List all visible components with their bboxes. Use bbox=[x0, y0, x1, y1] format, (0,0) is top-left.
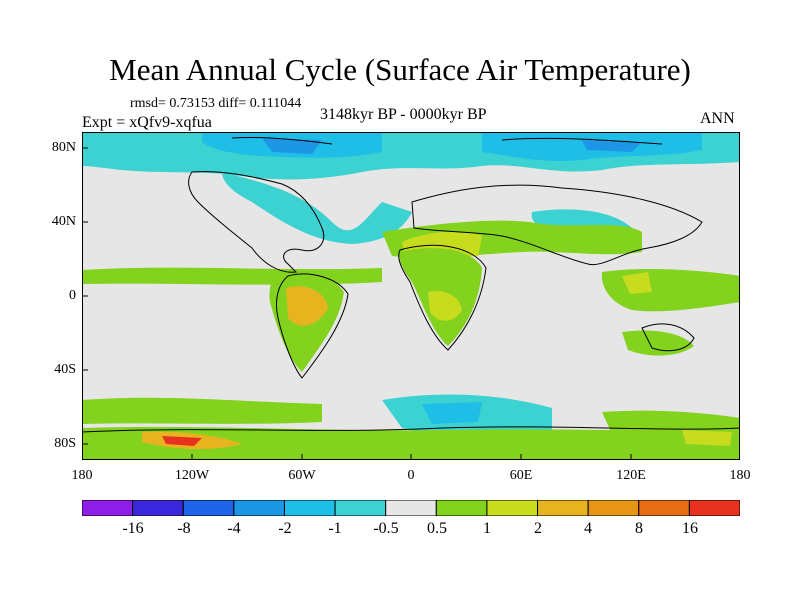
lon-label: 60W bbox=[288, 468, 316, 483]
colorbar-label: -16 bbox=[122, 520, 144, 537]
colorbar-swatch bbox=[638, 500, 690, 516]
colorbar-swatch bbox=[486, 500, 539, 516]
colorbar-swatch bbox=[233, 500, 285, 516]
colorbar-label: -2 bbox=[278, 520, 292, 537]
colorbar-label: -4 bbox=[227, 520, 241, 537]
lat-label: 0 bbox=[69, 288, 76, 303]
colorbar-label: 8 bbox=[635, 520, 643, 537]
season-text: ANN bbox=[700, 110, 735, 127]
colorbar-swatch bbox=[587, 500, 640, 516]
colorbar-swatch bbox=[82, 500, 134, 516]
colorbar bbox=[82, 500, 740, 516]
lon-label: 0 bbox=[407, 468, 415, 483]
lat-label: 40N bbox=[51, 214, 76, 229]
stats-text: rmsd= 0.73153 diff= 0.111044 bbox=[130, 96, 302, 111]
colorbar-label: 16 bbox=[682, 520, 698, 537]
lat-label: 40S bbox=[54, 362, 76, 377]
colorbar-swatch bbox=[435, 500, 488, 516]
lon-label: 180 bbox=[71, 468, 93, 483]
colorbar-label: 1 bbox=[483, 520, 491, 537]
coastlines bbox=[82, 136, 740, 433]
colorbar-label: 2 bbox=[534, 520, 542, 537]
colorbar-swatch bbox=[385, 500, 437, 516]
chart-title: Mean Annual Cycle (Surface Air Temperatu… bbox=[109, 52, 691, 87]
lon-label: 120W bbox=[174, 468, 210, 483]
temperature-anomaly-map bbox=[82, 132, 740, 460]
colorbar-swatch bbox=[132, 500, 184, 516]
colorbar-label: -1 bbox=[328, 520, 342, 537]
experiment-text: Expt = xQfv9-xqfua bbox=[82, 114, 212, 131]
lon-label: 180 bbox=[729, 468, 751, 483]
colorbar-label: 4 bbox=[584, 520, 592, 537]
period-text: 3148kyr BP - 0000kyr BP bbox=[320, 106, 487, 123]
lat-label: 80N bbox=[51, 140, 76, 155]
lon-label: 60E bbox=[509, 468, 533, 483]
colorbar-label: -0.5 bbox=[373, 520, 399, 537]
anomaly-fields bbox=[82, 132, 740, 460]
colorbar-swatch bbox=[334, 500, 387, 516]
lat-label: 80S bbox=[54, 436, 76, 451]
colorbar-swatch bbox=[182, 500, 235, 516]
colorbar-label: -8 bbox=[177, 520, 191, 537]
colorbar-label: 0.5 bbox=[427, 520, 447, 537]
lon-label: 120E bbox=[616, 468, 646, 483]
colorbar-swatch bbox=[283, 500, 336, 516]
colorbar-swatch bbox=[537, 500, 589, 516]
axis-ticks bbox=[82, 147, 632, 460]
colorbar-swatch bbox=[688, 500, 740, 516]
